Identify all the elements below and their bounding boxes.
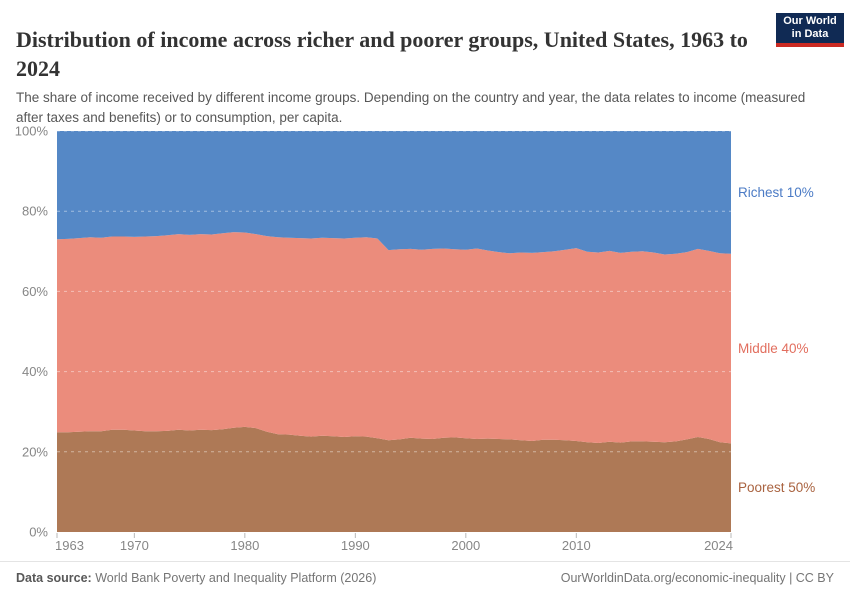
x-axis-tick-label-1990: 1990 [341,538,370,553]
y-axis-tick-label-80: 80% [22,204,48,219]
x-axis-tick-label-1980: 1980 [230,538,259,553]
area-richest-10[interactable] [57,131,731,255]
area-poorest-50[interactable] [57,426,731,532]
y-axis-tick-label-100: 100% [15,124,49,139]
y-axis-tick-label-60: 60% [22,284,48,299]
owid-logo-line1: Our World [783,14,837,27]
area-middle-40[interactable] [57,232,731,444]
y-axis-tick-label-0: 0% [29,525,48,540]
series-label-poorest-50[interactable]: Poorest 50% [738,480,815,495]
chart-footer: Data source: World Bank Poverty and Ineq… [0,561,850,600]
y-axis-tick-label-40: 40% [22,364,48,379]
x-axis-tick-label-2024: 2024 [704,538,733,553]
y-axis-tick-label-20: 20% [22,444,48,459]
x-axis-tick-label-1970: 1970 [120,538,149,553]
data-source-value: World Bank Poverty and Inequality Platfo… [91,571,377,585]
data-source-label: Data source: [16,571,92,585]
x-axis-tick-label-1963: 1963 [55,538,84,553]
x-axis-tick-label-2010: 2010 [562,538,591,553]
x-axis-tick-label-2000: 2000 [451,538,480,553]
credit-link[interactable]: OurWorldinData.org/economic-inequality |… [560,571,834,585]
owid-logo[interactable]: Our World in Data [776,13,844,47]
owid-logo-line2: in Data [791,28,829,40]
data-source-text: Data source: World Bank Poverty and Ineq… [16,571,376,585]
page-title: Distribution of income across richer and… [16,26,748,81]
series-label-middle-40[interactable]: Middle 40% [738,341,809,356]
series-label-richest-10[interactable]: Richest 10% [738,185,814,200]
chart-subtitle: The share of income received by differen… [16,89,806,126]
